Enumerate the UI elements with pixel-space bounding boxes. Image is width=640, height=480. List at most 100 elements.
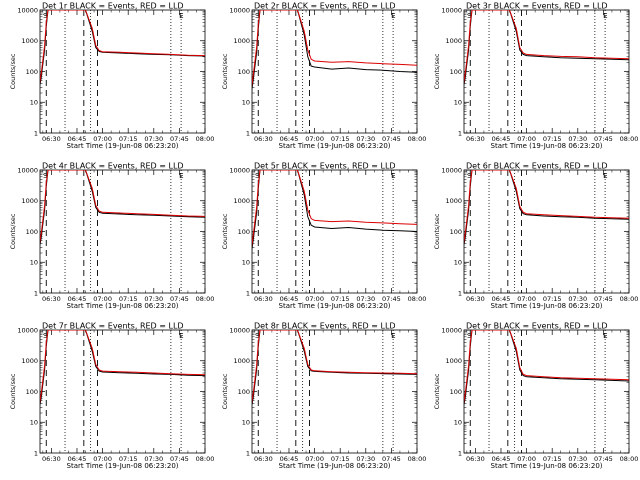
- x-tick-label: 07:30: [144, 295, 163, 303]
- plot-panel-2: Det 2r BLACK = Events, RED = LLD 1 10 100 10…: [221, 2, 426, 151]
- plot-title: Det 8r BLACK = Events, RED = LLD: [254, 322, 396, 331]
- y-tick-label: 1000: [233, 357, 250, 365]
- x-tick-label: 07:15: [119, 295, 138, 303]
- y-tick-label: 1: [458, 289, 462, 297]
- series-group: [252, 330, 417, 408]
- y-tick-label: 1000: [21, 37, 38, 45]
- y-tick-label: 10000: [229, 6, 250, 14]
- y-tick-label: 1: [34, 289, 38, 297]
- x-tick-label: 07:00: [517, 135, 536, 143]
- y-tick-label: 10000: [441, 6, 462, 14]
- plot-title: Det 1r BLACK = Events, RED = LLD: [42, 2, 184, 11]
- start-marker: S: [255, 172, 260, 180]
- y-tick-label: 100: [238, 388, 250, 396]
- x-tick-label: 07:45: [170, 455, 189, 463]
- y-tick-label: 1000: [445, 37, 462, 45]
- plot-title: Det 9r BLACK = Events, RED = LLD: [466, 322, 608, 331]
- end-marker: E: [391, 12, 395, 20]
- plot-panel-6: Det 6r BLACK = Events, RED = LLD 1 10 100 10…: [433, 162, 638, 311]
- events-series-line: [40, 330, 205, 408]
- y-tick-label: 100: [26, 388, 38, 396]
- plot-title: Det 7r BLACK = Events, RED = LLD: [42, 322, 184, 331]
- y-tick-label: 1000: [445, 197, 462, 205]
- plot-panel-9: Det 9r BLACK = Events, RED = LLD 1 10 100 10…: [433, 322, 638, 471]
- start-marker: S: [255, 332, 260, 340]
- x-axis-label: Start Time (19-Jun-08 06:23:20): [67, 302, 179, 310]
- events-series-line: [40, 170, 205, 248]
- series-group: [464, 170, 629, 248]
- y-tick-label: 10: [242, 419, 250, 427]
- lld-series-line: [464, 170, 629, 244]
- events-series-line: [252, 10, 417, 93]
- x-tick-label: 07:15: [543, 295, 562, 303]
- plot-panel-7: Det 7r BLACK = Events, RED = LLD 1 10 100 10…: [9, 322, 214, 471]
- x-tick-label: 07:15: [331, 295, 350, 303]
- lld-series-line: [40, 170, 205, 244]
- x-tick-label: 07:30: [356, 295, 375, 303]
- x-axis-label: Start Time (19-Jun-08 06:23:20): [279, 142, 391, 150]
- start-marker: S: [467, 332, 472, 340]
- events-series-line: [464, 330, 629, 408]
- x-axis-label: Start Time (19-Jun-08 06:23:20): [491, 462, 603, 470]
- y-tick-label: 100: [450, 388, 462, 396]
- x-tick-label: 08:00: [620, 295, 639, 303]
- lld-series-line: [464, 330, 629, 404]
- x-tick-label: 06:30: [466, 295, 485, 303]
- plot-panel-8: Det 8r BLACK = Events, RED = LLD 1 10 100 10…: [221, 322, 426, 471]
- y-tick-label: 100: [26, 228, 38, 236]
- end-marker: E: [603, 12, 607, 20]
- x-tick-label: 08:00: [408, 455, 427, 463]
- x-tick-label: 07:30: [144, 135, 163, 143]
- x-tick-label: 07:45: [382, 295, 401, 303]
- start-marker: S: [467, 12, 472, 20]
- plot-panel-5: Det 5r BLACK = Events, RED = LLD 1 10 100 10…: [221, 162, 426, 311]
- start-marker: S: [43, 332, 48, 340]
- end-marker: E: [391, 172, 395, 180]
- plot-panel-1: Det 1r BLACK = Events, RED = LLD 1 10 100 10…: [9, 2, 214, 151]
- series-group: [40, 170, 205, 248]
- x-tick-label: 06:45: [492, 455, 511, 463]
- x-tick-label: 07:00: [93, 135, 112, 143]
- events-series-line: [464, 10, 629, 88]
- y-tick-label: 10000: [441, 326, 462, 334]
- x-tick-label: 06:45: [68, 295, 87, 303]
- y-tick-label: 10: [242, 259, 250, 267]
- y-tick-label: 10000: [441, 166, 462, 174]
- events-series-line: [464, 170, 629, 248]
- events-series-line: [40, 10, 205, 88]
- y-tick-label: 10: [30, 99, 38, 107]
- x-tick-label: 06:30: [42, 455, 61, 463]
- y-tick-label: 100: [238, 228, 250, 236]
- x-tick-label: 07:45: [382, 455, 401, 463]
- x-tick-label: 07:15: [119, 135, 138, 143]
- x-tick-label: 07:45: [170, 135, 189, 143]
- x-tick-label: 07:30: [568, 295, 587, 303]
- plot-title: Det 5r BLACK = Events, RED = LLD: [254, 162, 396, 171]
- x-tick-label: 06:45: [280, 295, 299, 303]
- y-tick-label: 100: [450, 228, 462, 236]
- y-tick-label: 100: [450, 68, 462, 76]
- start-marker: S: [43, 12, 48, 20]
- x-axis-label: Start Time (19-Jun-08 06:23:20): [279, 462, 391, 470]
- y-tick-label: 10: [242, 99, 250, 107]
- y-axis-label: Counts/sec: [433, 373, 441, 409]
- x-tick-label: 06:30: [254, 455, 273, 463]
- end-marker: E: [179, 12, 183, 20]
- y-axis-label: Counts/sec: [9, 53, 17, 89]
- y-tick-label: 10: [30, 419, 38, 427]
- y-tick-label: 1: [246, 289, 250, 297]
- x-tick-label: 06:45: [492, 135, 511, 143]
- plot-title: Det 2r BLACK = Events, RED = LLD: [254, 2, 396, 11]
- y-tick-label: 10000: [17, 166, 38, 174]
- x-tick-label: 07:45: [594, 295, 613, 303]
- y-tick-label: 10000: [17, 326, 38, 334]
- x-tick-label: 07:00: [305, 135, 324, 143]
- y-tick-label: 10: [454, 419, 462, 427]
- plot-panel-3: Det 3r BLACK = Events, RED = LLD 1 10 100 10…: [433, 2, 638, 151]
- x-axis-label: Start Time (19-Jun-08 06:23:20): [279, 302, 391, 310]
- y-tick-label: 1000: [21, 197, 38, 205]
- x-tick-label: 08:00: [408, 295, 427, 303]
- x-tick-label: 07:15: [331, 455, 350, 463]
- x-tick-label: 08:00: [408, 135, 427, 143]
- y-tick-label: 1000: [233, 37, 250, 45]
